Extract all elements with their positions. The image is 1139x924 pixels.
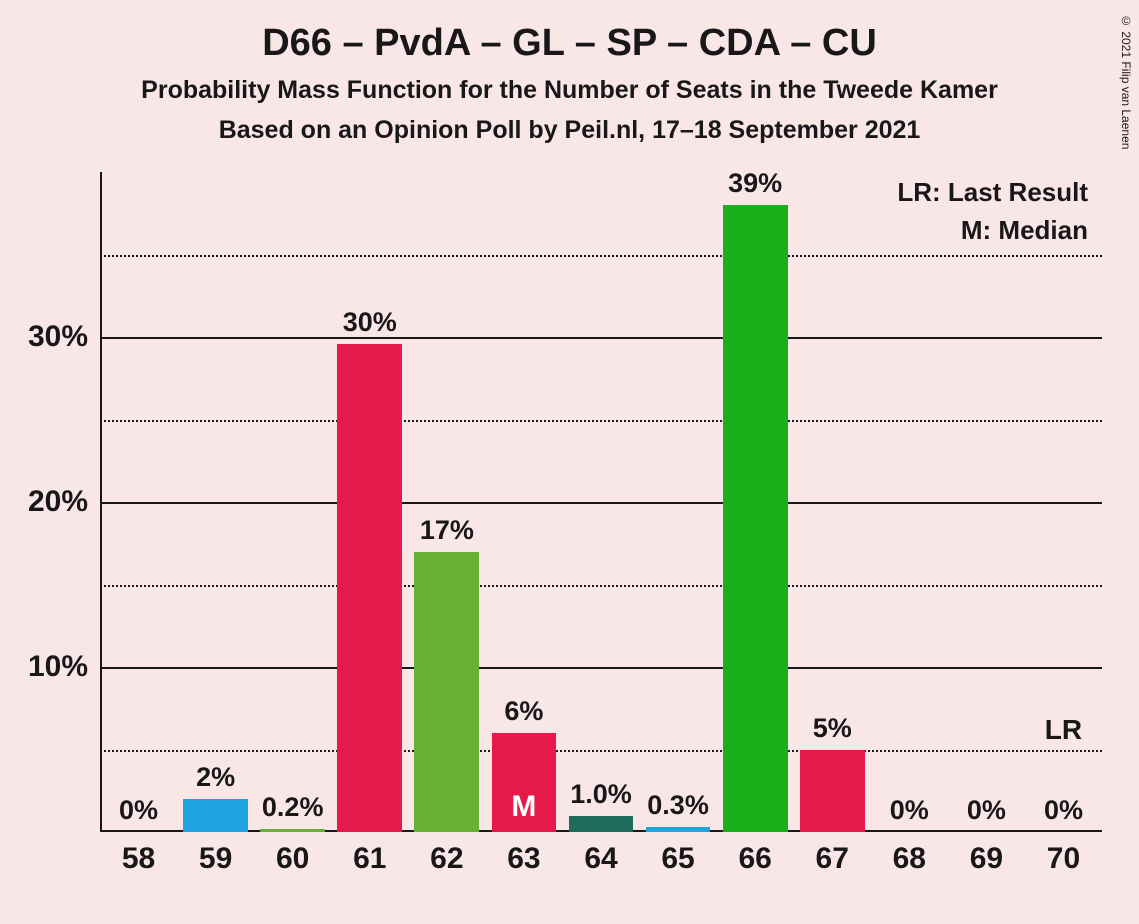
lr-marker: LR bbox=[1045, 714, 1082, 746]
bar-label-66: 39% bbox=[728, 168, 782, 199]
x-tick-label: 62 bbox=[430, 842, 463, 876]
bar-65 bbox=[646, 827, 711, 832]
bar-67 bbox=[800, 750, 865, 833]
bar-label-61: 30% bbox=[343, 307, 397, 338]
grid-major bbox=[100, 502, 1102, 504]
x-tick-label: 58 bbox=[122, 842, 155, 876]
x-tick-label: 60 bbox=[276, 842, 309, 876]
grid-major bbox=[100, 337, 1102, 339]
x-tick-label: 59 bbox=[199, 842, 232, 876]
x-tick-label: 70 bbox=[1047, 842, 1080, 876]
copyright-text: © 2021 Filip van Laenen bbox=[1119, 14, 1133, 149]
bar-59 bbox=[183, 799, 248, 832]
legend: LR: Last Result M: Median bbox=[897, 174, 1088, 249]
bar-label-58: 0% bbox=[119, 795, 158, 826]
bar-62 bbox=[414, 552, 479, 833]
bar-label-68: 0% bbox=[890, 795, 929, 826]
x-tick-label: 67 bbox=[816, 842, 849, 876]
bar-64 bbox=[569, 816, 634, 833]
x-tick-label: 69 bbox=[970, 842, 1003, 876]
x-tick-label: 63 bbox=[507, 842, 540, 876]
y-tick-label: 10% bbox=[0, 650, 88, 684]
bar-label-62: 17% bbox=[420, 515, 474, 546]
y-tick-label: 30% bbox=[0, 320, 88, 354]
x-tick-label: 65 bbox=[661, 842, 694, 876]
plot-area: LR: Last Result M: Median 0%582%590.2%60… bbox=[100, 172, 1102, 832]
x-tick-label: 61 bbox=[353, 842, 386, 876]
chart-title: D66 – PvdA – GL – SP – CDA – CU bbox=[0, 22, 1139, 65]
x-tick-label: 68 bbox=[893, 842, 926, 876]
bar-label-65: 0.3% bbox=[647, 790, 709, 821]
grid-minor bbox=[100, 420, 1102, 422]
grid-minor bbox=[100, 585, 1102, 587]
bar-label-70: 0% bbox=[1044, 795, 1083, 826]
bar-60 bbox=[260, 829, 325, 832]
legend-m: M: Median bbox=[897, 212, 1088, 250]
bar-label-69: 0% bbox=[967, 795, 1006, 826]
grid-minor bbox=[100, 255, 1102, 257]
bar-61 bbox=[337, 344, 402, 832]
bar-label-67: 5% bbox=[813, 713, 852, 744]
grid-minor bbox=[100, 750, 1102, 752]
bar-label-60: 0.2% bbox=[262, 792, 324, 823]
y-tick-label: 20% bbox=[0, 485, 88, 519]
x-tick-label: 64 bbox=[584, 842, 617, 876]
chart-subtitle-2: Based on an Opinion Poll by Peil.nl, 17–… bbox=[0, 116, 1139, 145]
bar-label-63: 6% bbox=[504, 696, 543, 727]
bar-label-64: 1.0% bbox=[570, 779, 632, 810]
chart-subtitle-1: Probability Mass Function for the Number… bbox=[0, 76, 1139, 105]
bar-66 bbox=[723, 205, 788, 832]
bar-label-59: 2% bbox=[196, 762, 235, 793]
x-tick-label: 66 bbox=[738, 842, 771, 876]
grid-major bbox=[100, 667, 1102, 669]
legend-lr: LR: Last Result bbox=[897, 174, 1088, 212]
chart-container: D66 – PvdA – GL – SP – CDA – CU Probabil… bbox=[0, 0, 1139, 924]
median-marker: M bbox=[511, 790, 536, 824]
